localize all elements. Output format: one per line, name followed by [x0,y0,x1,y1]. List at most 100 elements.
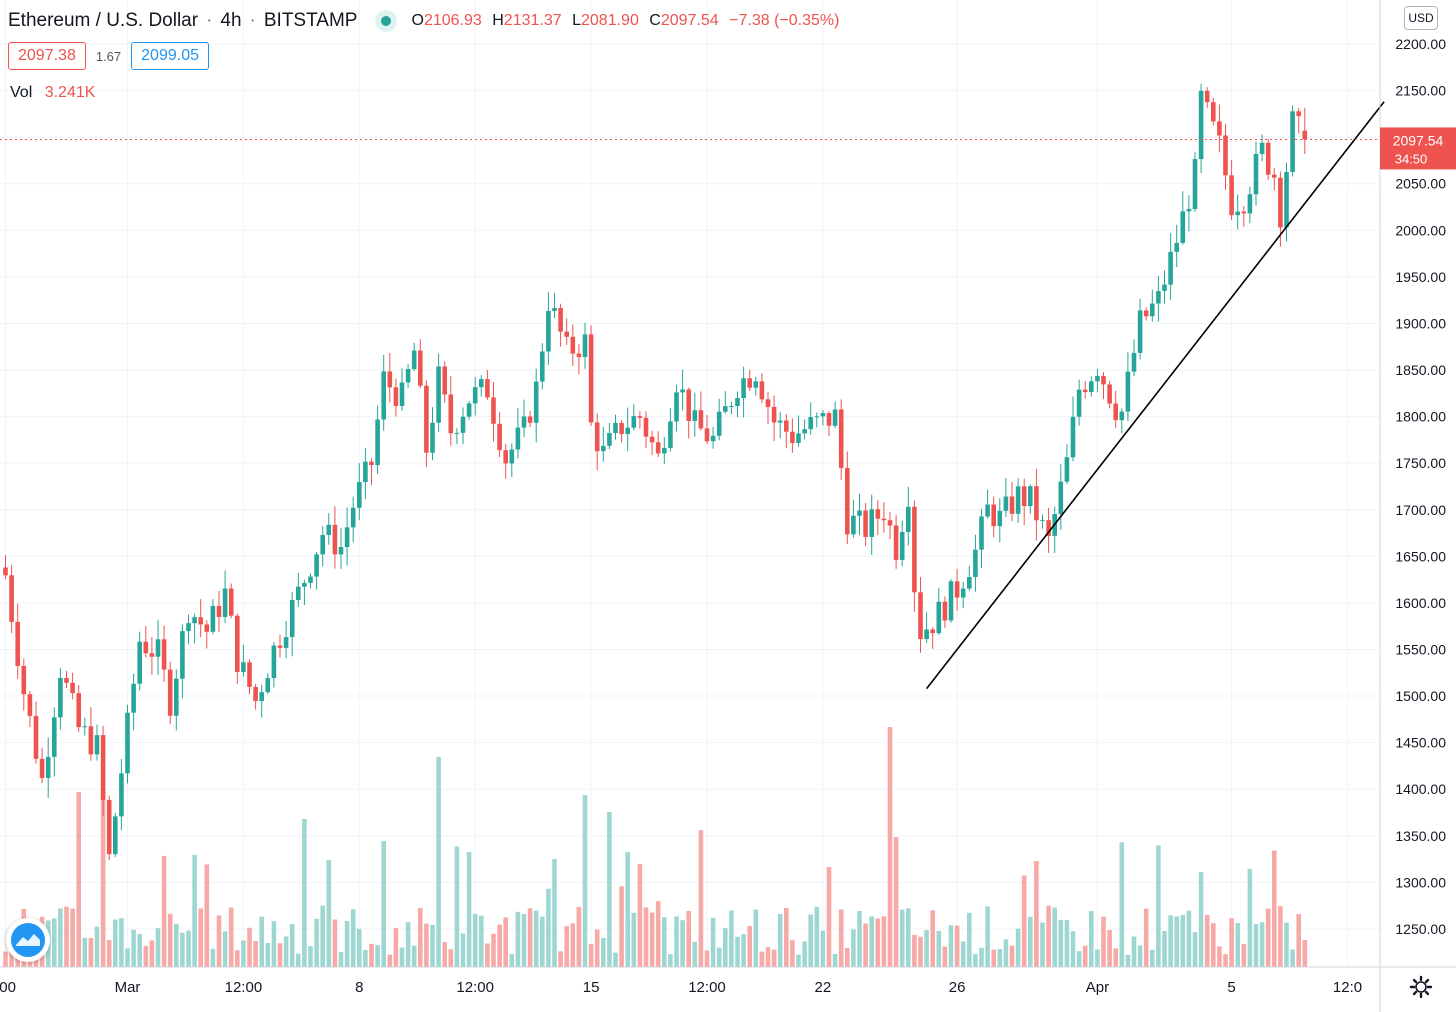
candle-body [1241,211,1247,214]
volume-bar [100,792,106,967]
volume-bar [954,925,960,967]
volume-bar [613,952,618,967]
candle-body [796,433,801,443]
candle-body [521,416,527,428]
x-tick-label: 12:00 [688,979,726,996]
candle-body [948,581,954,621]
y-tick-label: 1800.00 [1395,409,1446,425]
volume-legend[interactable]: Vol 3.241K [10,84,95,102]
candle-body [174,678,179,716]
volume-bar [369,943,374,967]
candle-body [58,677,63,718]
volume-bar [88,937,94,967]
candle-body [418,350,423,386]
candle-body [564,331,569,337]
volume-bar [350,909,356,967]
volume-bar [1223,954,1228,967]
volume-bar [1058,919,1064,967]
volume-bar [662,917,667,967]
volume-bar [1204,914,1210,967]
volume-bar [485,943,490,967]
volume-bar [948,925,954,967]
volume-bar [735,936,740,967]
candle-body [893,525,899,560]
trend-line[interactable] [925,101,1385,690]
volume-bar [1247,868,1253,967]
candle-body [442,366,447,395]
y-tick-label: 1700.00 [1395,502,1446,518]
volume-bar [1107,930,1112,967]
volume-bar [314,918,319,967]
volume-bar [180,932,185,967]
candle-body [1070,416,1076,458]
volume-bar [912,934,917,967]
x-tick-label: Mar [115,979,141,996]
candle-body [472,387,478,404]
candle-body [399,382,405,406]
candle-body [1150,303,1155,317]
candle-body [1034,486,1039,521]
volume-bar [192,854,197,967]
y-tick-label: 2150.00 [1395,83,1446,99]
candle-body [277,645,283,648]
sell-price-button[interactable]: 2097.38 [8,42,86,70]
volume-bar [454,846,460,967]
volume-bar [3,951,8,967]
interval-label[interactable]: 4h [220,10,242,31]
candle-body [436,366,441,423]
candle-body [369,461,374,466]
volume-bar [777,913,783,967]
volume-bar [271,921,277,967]
y-tick-label: 1550.00 [1395,641,1446,657]
volume-bar [375,945,380,967]
volume-bar [704,950,710,967]
volume-bar [137,934,142,967]
candle-body [320,534,325,555]
candle-body [113,816,118,855]
volume-bar [1186,910,1192,967]
volume-bar [997,949,1003,967]
volume-bar [796,954,801,967]
candle-body [753,381,759,388]
volume-bar [1150,949,1155,967]
candle-body [289,599,295,638]
candle-body [631,416,637,428]
candle-body [204,624,210,632]
volume-bar [832,954,838,967]
volume-bar [1082,945,1088,967]
volume-bar [546,888,551,967]
candle-body [1211,102,1216,122]
volume-bar [1095,949,1100,967]
last-price-badge [1380,127,1456,170]
candle-body [1204,90,1210,103]
candle-body [515,427,521,450]
volume-bar [1137,945,1143,967]
x-tick-label: :00 [0,979,16,996]
volume-bar [1284,922,1289,967]
x-tick-label: 12:0 [1333,979,1362,996]
volume-bar [125,948,130,967]
candle-body [826,413,832,426]
volume-bar [405,922,411,967]
gear-icon[interactable] [1408,974,1434,1000]
volume-bar [241,940,246,967]
volume-bar [1009,945,1015,967]
candle-body [845,467,850,535]
tradingview-logo-icon[interactable] [6,918,50,962]
buy-price-button[interactable]: 2099.05 [131,42,209,70]
candle-body [869,509,874,537]
candle-body [1156,291,1161,304]
y-tick-label: 1300.00 [1395,874,1446,890]
volume-bar [826,867,832,967]
volume-bar [1265,908,1271,967]
candle-body [808,417,813,430]
candle-body [735,398,740,407]
currency-button[interactable]: USD [1404,6,1438,30]
candle-body [1009,496,1015,514]
volume-bar [759,951,765,967]
volume-bar [149,940,155,967]
symbol-title[interactable]: Ethereum / U.S. Dollar [8,10,199,31]
candle-body [991,504,996,527]
volume-bar [210,948,216,967]
